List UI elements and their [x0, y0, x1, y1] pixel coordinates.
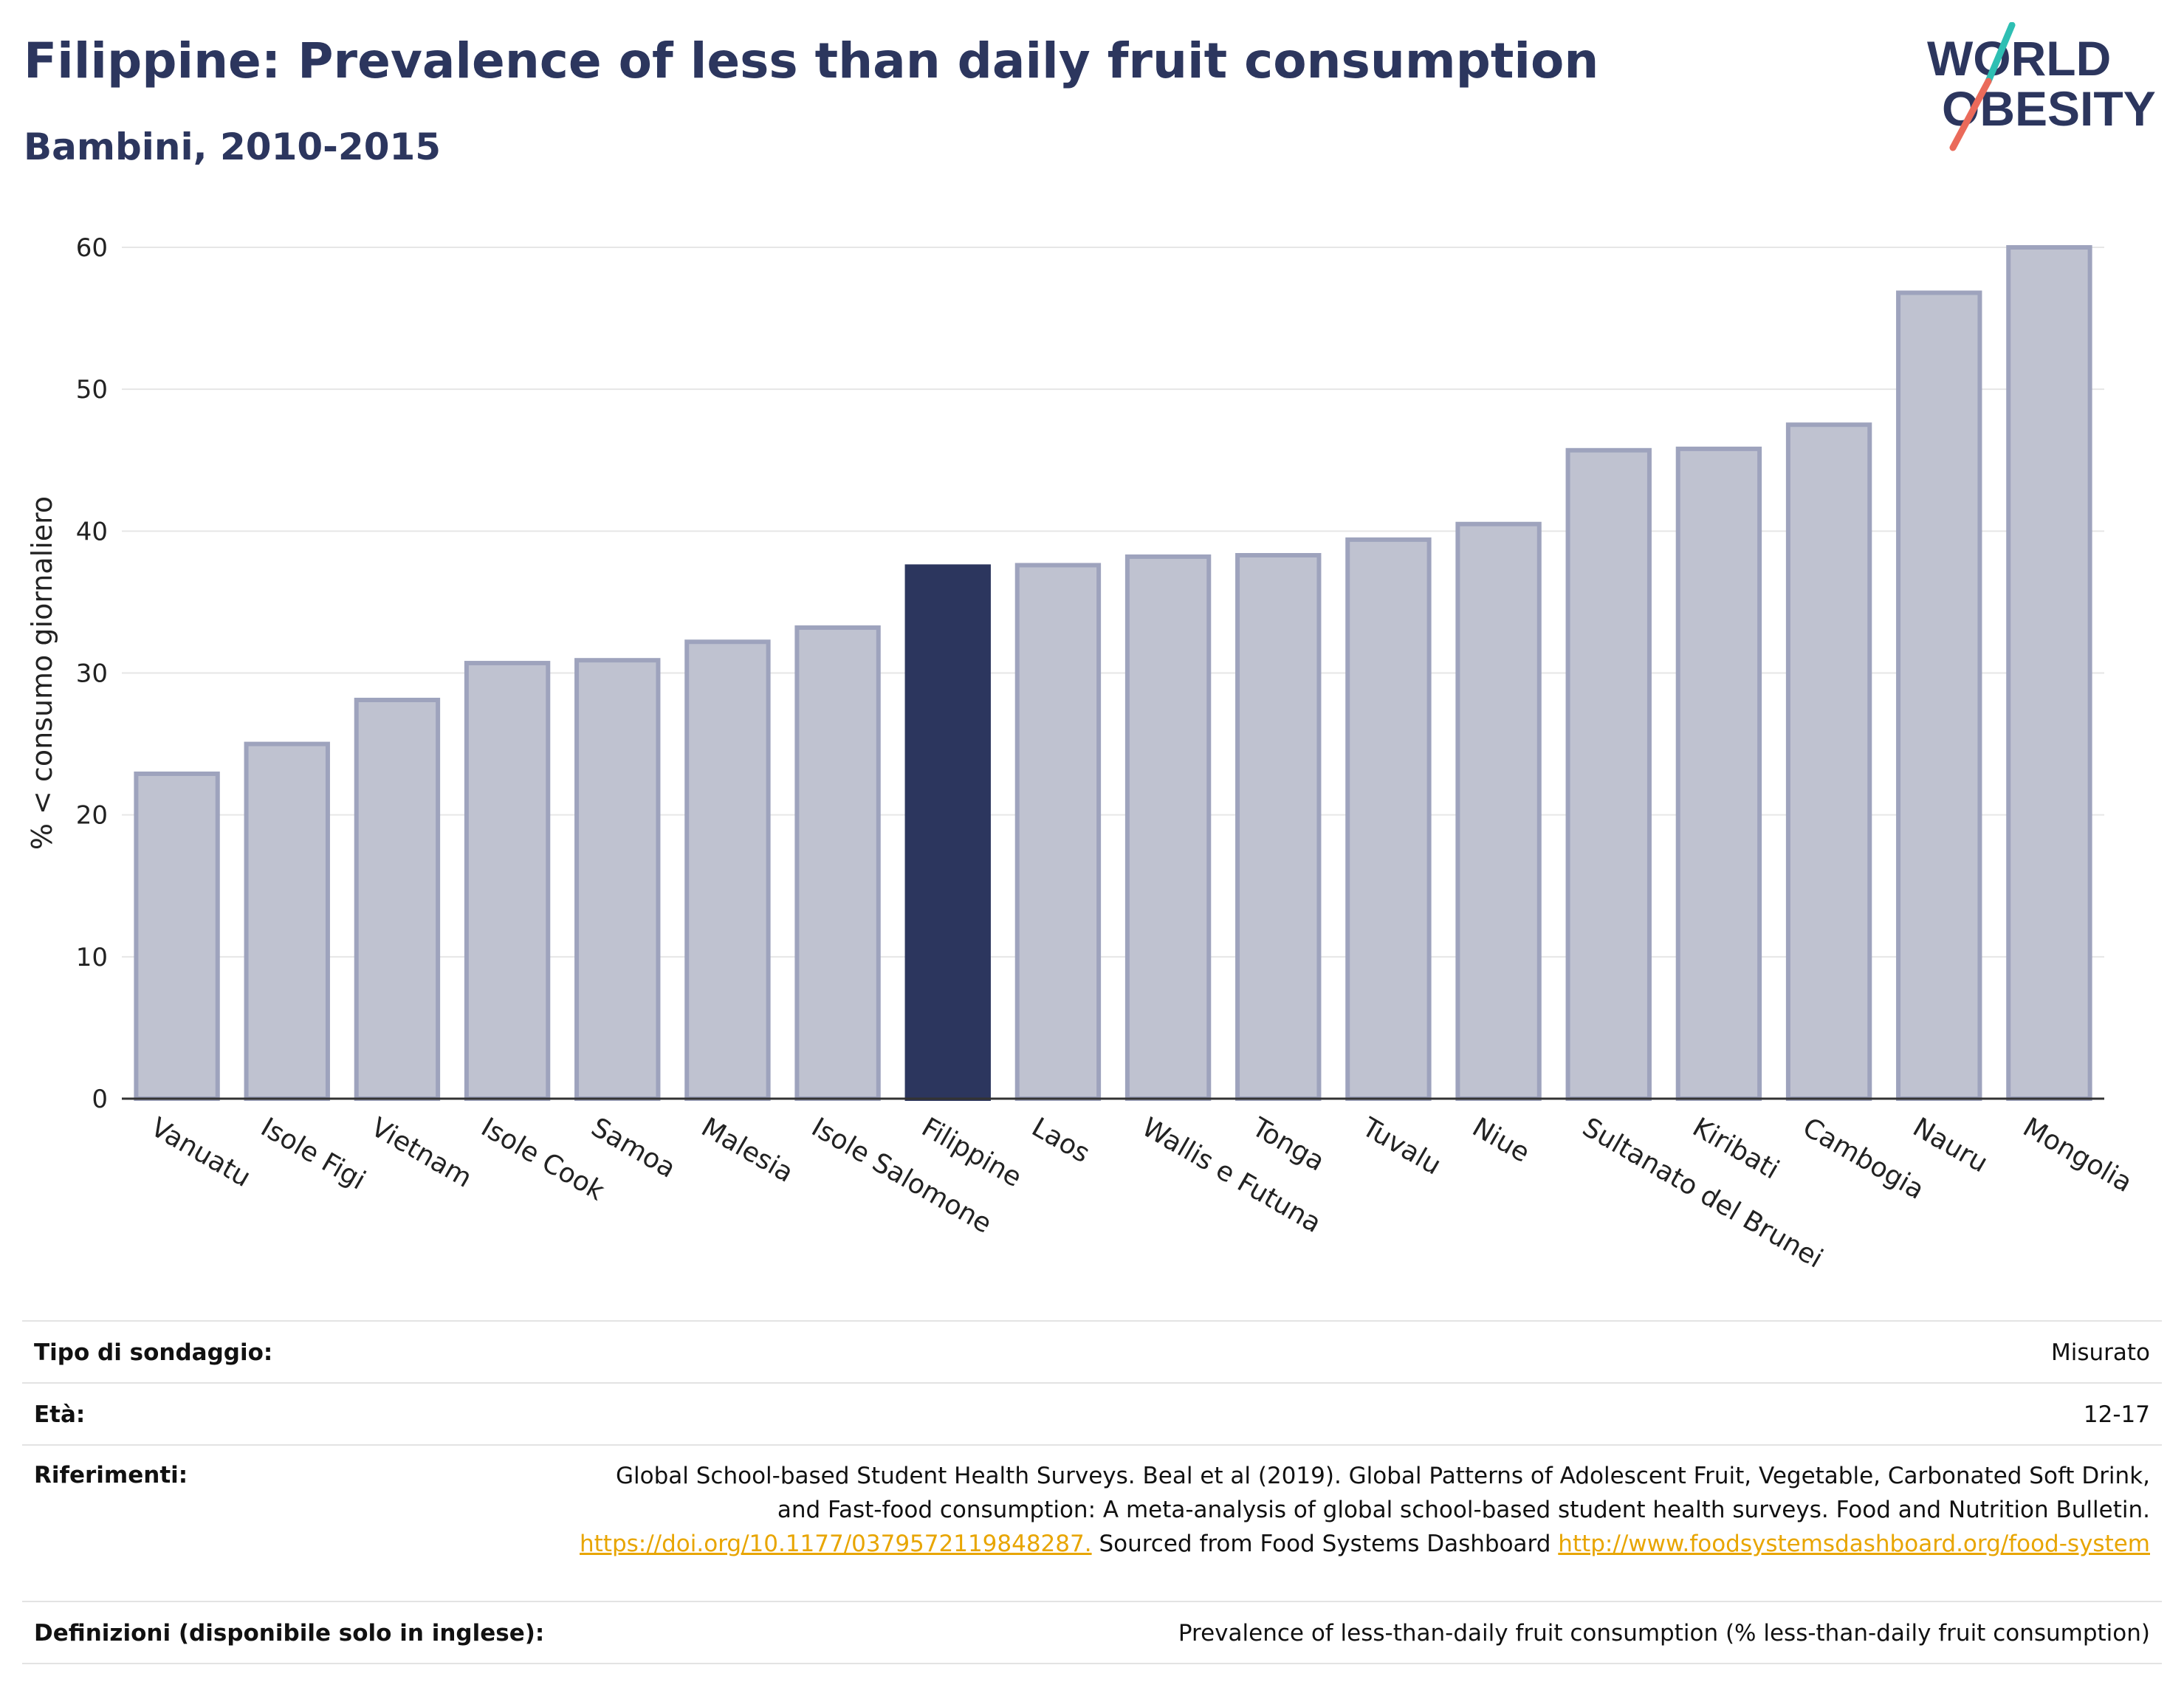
references-text: Global School-based Student Health Surve…: [616, 1463, 2150, 1523]
x-tick-label: Malesia: [696, 1112, 798, 1189]
bar: [1565, 447, 1652, 1101]
x-tick-label: Niue: [1467, 1112, 1534, 1168]
meta-row-age: Età: 12-17: [22, 1384, 2162, 1446]
x-tick-label: Tonga: [1246, 1112, 1330, 1178]
bar: [794, 625, 881, 1101]
bar: [574, 658, 661, 1101]
chart-title: Filippine: Prevalence of less than daily…: [24, 32, 1599, 89]
food-systems-link[interactable]: http://www.foodsystemsdashboard.org/food…: [1558, 1531, 2150, 1557]
x-tick-label: Isole Salomone: [806, 1112, 997, 1240]
bar: [1345, 537, 1432, 1101]
meta-row-survey: Tipo di sondaggio: Misurato: [22, 1322, 2162, 1384]
bar: [134, 771, 220, 1102]
world-obesity-logo: WORLD OBESITY: [1927, 22, 2156, 151]
bar: [2006, 245, 2092, 1101]
meta-row-definitions: Definizioni (disponibile solo in inglese…: [22, 1602, 2162, 1664]
logo-slash-top: [1985, 22, 2016, 85]
x-tick-label: Isole Figi: [255, 1112, 371, 1195]
x-tick-label: Isole Cook: [476, 1112, 610, 1206]
survey-type-label: Tipo di sondaggio:: [34, 1339, 273, 1366]
bar: [1455, 521, 1542, 1101]
y-tick-label: 40: [76, 517, 108, 546]
bar-highlighted: [904, 564, 991, 1101]
x-tick-label: Vietnam: [365, 1112, 476, 1194]
meta-row-references: Riferimenti: Global School-based Student…: [22, 1446, 2162, 1602]
bar: [1124, 554, 1212, 1101]
x-tick-label: Nauru: [1908, 1112, 1993, 1178]
x-tick-label: Tuvalu: [1356, 1112, 1446, 1181]
doi-link[interactable]: https://doi.org/10.1177/0379572119848287…: [580, 1531, 1092, 1557]
logo-world-text: WORLD: [1927, 31, 2111, 86]
definitions-label: Definizioni (disponibile solo in inglese…: [34, 1620, 545, 1647]
survey-type-value: Misurato: [2050, 1339, 2150, 1366]
definitions-value: Prevalence of less-than-daily fruit cons…: [1178, 1620, 2150, 1647]
y-tick-label: 10: [76, 943, 108, 972]
bar: [464, 661, 551, 1101]
x-tick-label: Samoa: [586, 1112, 681, 1184]
x-tick-label: Mongolia: [2018, 1112, 2137, 1198]
x-tick-label: Laos: [1026, 1112, 1094, 1169]
bar: [1896, 290, 1982, 1102]
x-tick-label: Vanuatu: [145, 1112, 255, 1193]
age-value: 12-17: [2083, 1401, 2150, 1428]
references-label: Riferimenti:: [34, 1462, 188, 1489]
bar-chart: 0 10 20 30 40 50 60 % < consumo giornaliero Vanu…: [26, 233, 2137, 1274]
age-label: Età:: [34, 1401, 86, 1428]
y-tick-label: 20: [76, 801, 108, 831]
y-tick-label: 60: [76, 233, 108, 263]
x-tick-label: Wallis e Futuna: [1137, 1112, 1327, 1239]
bar: [354, 698, 441, 1101]
y-tick-label: 50: [76, 375, 108, 405]
references-text-block: Global School-based Student Health Surve…: [570, 1459, 2150, 1561]
metadata-table: Tipo di sondaggio: Misurato Età: 12-17 R…: [22, 1320, 2162, 1669]
chart-subtitle: Bambini, 2010-2015: [24, 126, 442, 168]
bar: [244, 741, 330, 1101]
x-tick-label: Kiribati: [1687, 1112, 1784, 1185]
bar: [1235, 553, 1322, 1101]
bar: [684, 639, 771, 1101]
logo-slash-bottom: [1949, 78, 1992, 151]
bar: [1675, 446, 1762, 1101]
y-axis-label: % < consumo giornaliero: [26, 496, 58, 850]
bar: [1014, 563, 1102, 1101]
x-tick-label: Cambogia: [1798, 1112, 1929, 1206]
references-source: Sourced from Food Systems Dashboard: [1099, 1531, 1551, 1557]
y-tick-label: 30: [76, 659, 108, 689]
bar: [1785, 422, 1872, 1101]
y-tick-label: 0: [92, 1085, 108, 1114]
